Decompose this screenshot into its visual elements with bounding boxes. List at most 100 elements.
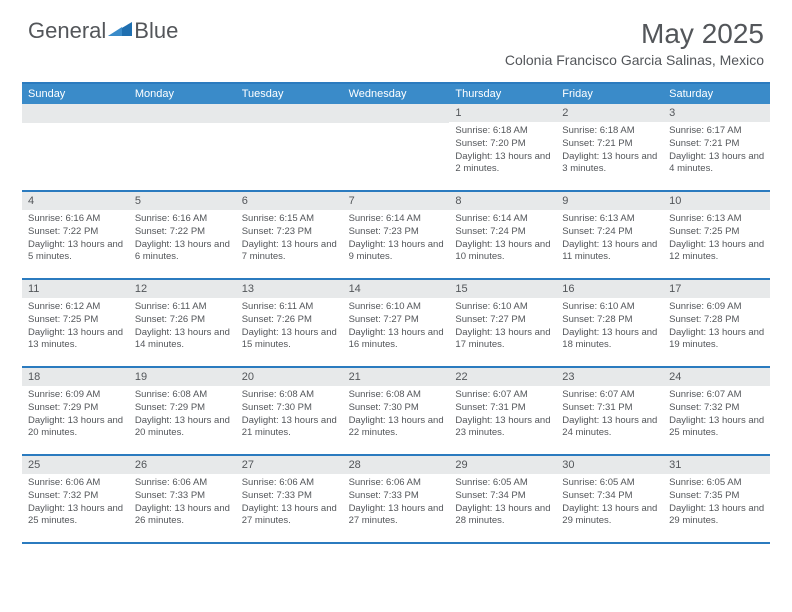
sunset-text: Sunset: 7:27 PM [455, 314, 552, 327]
daylight-text: Daylight: 13 hours and 6 minutes. [135, 239, 232, 265]
sunset-text: Sunset: 7:32 PM [669, 402, 766, 415]
day-cell: 27Sunrise: 6:06 AMSunset: 7:33 PMDayligh… [236, 456, 343, 542]
sunset-text: Sunset: 7:30 PM [242, 402, 339, 415]
empty-day-header [236, 104, 343, 123]
daylight-text: Daylight: 13 hours and 29 minutes. [562, 503, 659, 529]
day-info: Sunrise: 6:05 AMSunset: 7:34 PMDaylight:… [556, 474, 663, 532]
sunrise-text: Sunrise: 6:05 AM [562, 477, 659, 490]
day-info: Sunrise: 6:14 AMSunset: 7:24 PMDaylight:… [449, 210, 556, 268]
day-cell: 26Sunrise: 6:06 AMSunset: 7:33 PMDayligh… [129, 456, 236, 542]
sunrise-text: Sunrise: 6:07 AM [669, 389, 766, 402]
day-number: 31 [663, 456, 770, 474]
weekday-header: Sunday [22, 84, 129, 104]
day-info: Sunrise: 6:11 AMSunset: 7:26 PMDaylight:… [129, 298, 236, 356]
daylight-text: Daylight: 13 hours and 27 minutes. [349, 503, 446, 529]
header: General Blue May 2025 Colonia Francisco … [0, 0, 792, 74]
day-cell: 14Sunrise: 6:10 AMSunset: 7:27 PMDayligh… [343, 280, 450, 366]
day-cell: 18Sunrise: 6:09 AMSunset: 7:29 PMDayligh… [22, 368, 129, 454]
day-cell: 29Sunrise: 6:05 AMSunset: 7:34 PMDayligh… [449, 456, 556, 542]
day-number: 28 [343, 456, 450, 474]
empty-day-header [129, 104, 236, 123]
day-info: Sunrise: 6:16 AMSunset: 7:22 PMDaylight:… [22, 210, 129, 268]
sunset-text: Sunset: 7:33 PM [242, 490, 339, 503]
day-number: 12 [129, 280, 236, 298]
day-info: Sunrise: 6:06 AMSunset: 7:33 PMDaylight:… [343, 474, 450, 532]
sunrise-text: Sunrise: 6:16 AM [135, 213, 232, 226]
logo-triangle-icon [108, 20, 134, 43]
day-info: Sunrise: 6:17 AMSunset: 7:21 PMDaylight:… [663, 122, 770, 180]
sunset-text: Sunset: 7:24 PM [562, 226, 659, 239]
sunrise-text: Sunrise: 6:06 AM [349, 477, 446, 490]
day-info: Sunrise: 6:07 AMSunset: 7:32 PMDaylight:… [663, 386, 770, 444]
sunrise-text: Sunrise: 6:11 AM [242, 301, 339, 314]
sunset-text: Sunset: 7:31 PM [455, 402, 552, 415]
sunrise-text: Sunrise: 6:16 AM [28, 213, 125, 226]
day-number: 19 [129, 368, 236, 386]
sunrise-text: Sunrise: 6:10 AM [349, 301, 446, 314]
day-number: 14 [343, 280, 450, 298]
week-row: 11Sunrise: 6:12 AMSunset: 7:25 PMDayligh… [22, 280, 770, 368]
day-info: Sunrise: 6:12 AMSunset: 7:25 PMDaylight:… [22, 298, 129, 356]
day-cell: 7Sunrise: 6:14 AMSunset: 7:23 PMDaylight… [343, 192, 450, 278]
logo-text-2: Blue [134, 18, 178, 44]
day-info: Sunrise: 6:08 AMSunset: 7:30 PMDaylight:… [343, 386, 450, 444]
day-number: 10 [663, 192, 770, 210]
day-info: Sunrise: 6:09 AMSunset: 7:28 PMDaylight:… [663, 298, 770, 356]
title-block: May 2025 Colonia Francisco Garcia Salina… [505, 18, 764, 68]
sunset-text: Sunset: 7:34 PM [455, 490, 552, 503]
sunrise-text: Sunrise: 6:05 AM [669, 477, 766, 490]
day-number: 22 [449, 368, 556, 386]
sunrise-text: Sunrise: 6:12 AM [28, 301, 125, 314]
day-number: 16 [556, 280, 663, 298]
day-cell: 21Sunrise: 6:08 AMSunset: 7:30 PMDayligh… [343, 368, 450, 454]
sunset-text: Sunset: 7:25 PM [28, 314, 125, 327]
day-cell: 6Sunrise: 6:15 AMSunset: 7:23 PMDaylight… [236, 192, 343, 278]
sunset-text: Sunset: 7:33 PM [135, 490, 232, 503]
day-cell: 5Sunrise: 6:16 AMSunset: 7:22 PMDaylight… [129, 192, 236, 278]
day-cell: 30Sunrise: 6:05 AMSunset: 7:34 PMDayligh… [556, 456, 663, 542]
day-number: 23 [556, 368, 663, 386]
daylight-text: Daylight: 13 hours and 4 minutes. [669, 151, 766, 177]
weekday-header: Tuesday [236, 84, 343, 104]
calendar: SundayMondayTuesdayWednesdayThursdayFrid… [22, 82, 770, 544]
day-cell: 8Sunrise: 6:14 AMSunset: 7:24 PMDaylight… [449, 192, 556, 278]
day-cell: 20Sunrise: 6:08 AMSunset: 7:30 PMDayligh… [236, 368, 343, 454]
daylight-text: Daylight: 13 hours and 20 minutes. [28, 415, 125, 441]
day-number: 4 [22, 192, 129, 210]
sunset-text: Sunset: 7:28 PM [669, 314, 766, 327]
day-info: Sunrise: 6:07 AMSunset: 7:31 PMDaylight:… [556, 386, 663, 444]
day-info: Sunrise: 6:18 AMSunset: 7:21 PMDaylight:… [556, 122, 663, 180]
daylight-text: Daylight: 13 hours and 11 minutes. [562, 239, 659, 265]
sunset-text: Sunset: 7:32 PM [28, 490, 125, 503]
sunrise-text: Sunrise: 6:06 AM [242, 477, 339, 490]
daylight-text: Daylight: 13 hours and 9 minutes. [349, 239, 446, 265]
sunrise-text: Sunrise: 6:18 AM [455, 125, 552, 138]
day-number: 8 [449, 192, 556, 210]
location-text: Colonia Francisco Garcia Salinas, Mexico [505, 52, 764, 68]
day-info: Sunrise: 6:10 AMSunset: 7:27 PMDaylight:… [343, 298, 450, 356]
sunset-text: Sunset: 7:27 PM [349, 314, 446, 327]
daylight-text: Daylight: 13 hours and 23 minutes. [455, 415, 552, 441]
day-info: Sunrise: 6:09 AMSunset: 7:29 PMDaylight:… [22, 386, 129, 444]
sunset-text: Sunset: 7:25 PM [669, 226, 766, 239]
day-cell: 28Sunrise: 6:06 AMSunset: 7:33 PMDayligh… [343, 456, 450, 542]
sunrise-text: Sunrise: 6:18 AM [562, 125, 659, 138]
logo: General Blue [28, 18, 178, 44]
daylight-text: Daylight: 13 hours and 10 minutes. [455, 239, 552, 265]
day-cell: 9Sunrise: 6:13 AMSunset: 7:24 PMDaylight… [556, 192, 663, 278]
sunrise-text: Sunrise: 6:17 AM [669, 125, 766, 138]
weekday-header: Thursday [449, 84, 556, 104]
day-info: Sunrise: 6:10 AMSunset: 7:27 PMDaylight:… [449, 298, 556, 356]
sunrise-text: Sunrise: 6:14 AM [455, 213, 552, 226]
sunset-text: Sunset: 7:29 PM [135, 402, 232, 415]
sunrise-text: Sunrise: 6:10 AM [562, 301, 659, 314]
weeks-container: 1Sunrise: 6:18 AMSunset: 7:20 PMDaylight… [22, 104, 770, 544]
logo-text-1: General [28, 18, 106, 44]
day-cell: 31Sunrise: 6:05 AMSunset: 7:35 PMDayligh… [663, 456, 770, 542]
sunset-text: Sunset: 7:29 PM [28, 402, 125, 415]
day-cell: 25Sunrise: 6:06 AMSunset: 7:32 PMDayligh… [22, 456, 129, 542]
day-info: Sunrise: 6:10 AMSunset: 7:28 PMDaylight:… [556, 298, 663, 356]
day-cell: 11Sunrise: 6:12 AMSunset: 7:25 PMDayligh… [22, 280, 129, 366]
sunrise-text: Sunrise: 6:10 AM [455, 301, 552, 314]
daylight-text: Daylight: 13 hours and 18 minutes. [562, 327, 659, 353]
